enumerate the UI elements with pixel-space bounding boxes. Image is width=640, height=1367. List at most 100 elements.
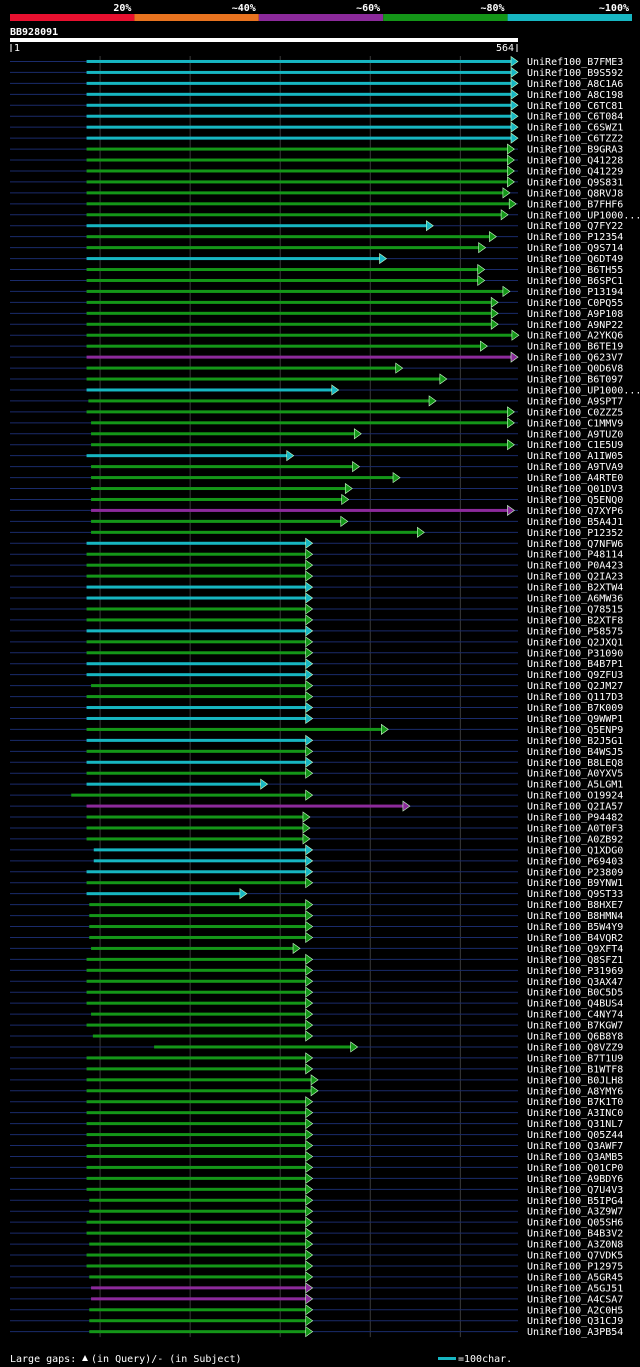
hit-label[interactable]: UniRef100_A3Z0N8: [527, 1240, 623, 1251]
hit-label[interactable]: UniRef100_B6T097: [527, 375, 623, 386]
hit-label[interactable]: UniRef100_B4VQR2: [527, 933, 623, 944]
hit-label[interactable]: UniRef100_P58575: [527, 626, 623, 637]
hit-label[interactable]: UniRef100_Q31CJ9: [527, 1316, 623, 1327]
hit-label[interactable]: UniRef100_Q2JXQ1: [527, 637, 623, 648]
hit-label[interactable]: UniRef100_B8HMN4: [527, 911, 623, 922]
hit-label[interactable]: UniRef100_A9P108: [527, 309, 623, 320]
hit-label[interactable]: UniRef100_A5LGM1: [527, 780, 623, 791]
hit-label[interactable]: UniRef100_Q05Z44: [527, 1130, 623, 1141]
hit-label[interactable]: UniRef100_B5W4Y9: [527, 922, 623, 933]
hit-label[interactable]: UniRef100_B6TH55: [527, 265, 623, 276]
hit-label[interactable]: UniRef100_B7K1T0: [527, 1097, 623, 1108]
hit-label[interactable]: UniRef100_P0A423: [527, 561, 623, 572]
hit-label[interactable]: UniRef100_A8C198: [527, 90, 623, 101]
hit-label[interactable]: UniRef100_Q9XFT4: [527, 944, 623, 955]
hit-label[interactable]: UniRef100_Q3AX47: [527, 977, 623, 988]
hit-label[interactable]: UniRef100_Q9WWP1: [527, 714, 623, 725]
hit-label[interactable]: UniRef100_Q5ENQ0: [527, 495, 623, 506]
hit-label[interactable]: UniRef100_A9TVA9: [527, 462, 623, 473]
hit-label[interactable]: UniRef100_Q1XDG0: [527, 845, 623, 856]
hit-label[interactable]: UniRef100_A8C1A6: [527, 79, 623, 90]
hit-label[interactable]: UniRef100_C6TC81: [527, 101, 623, 112]
hit-label[interactable]: UniRef100_Q05SH6: [527, 1218, 623, 1229]
hit-label[interactable]: UniRef100_A0YXV5: [527, 769, 623, 780]
hit-label[interactable]: UniRef100_Q6DT49: [527, 254, 623, 265]
hit-label[interactable]: UniRef100_C4NY74: [527, 1010, 623, 1021]
hit-label[interactable]: UniRef100_P12975: [527, 1261, 623, 1272]
hit-label[interactable]: UniRef100_Q4BUS4: [527, 999, 623, 1010]
hit-label[interactable]: UniRef100_B5A4J1: [527, 517, 623, 528]
hit-label[interactable]: UniRef100_B4B3V2: [527, 1229, 623, 1240]
hit-label[interactable]: UniRef100_O19924: [527, 791, 623, 802]
hit-label[interactable]: UniRef100_A3INC0: [527, 1108, 623, 1119]
hit-label[interactable]: UniRef100_A0ZB92: [527, 834, 623, 845]
hit-label[interactable]: UniRef100_Q3AMB5: [527, 1152, 623, 1163]
hit-label[interactable]: UniRef100_A3Z9W7: [527, 1207, 623, 1218]
hit-label[interactable]: UniRef100_Q5ENP9: [527, 725, 623, 736]
hit-label[interactable]: UniRef100_B4B7P1: [527, 659, 623, 670]
hit-label[interactable]: UniRef100_C6SWZ1: [527, 123, 623, 134]
hit-label[interactable]: UniRef100_A5GR45: [527, 1272, 623, 1283]
hit-label[interactable]: UniRef100_B5IPG4: [527, 1196, 623, 1207]
hit-label[interactable]: UniRef100_P13194: [527, 287, 623, 298]
hit-label[interactable]: UniRef100_A4RTE0: [527, 473, 623, 484]
hit-label[interactable]: UniRef100_B0C5D5: [527, 988, 623, 999]
hit-label[interactable]: UniRef100_B7KGW7: [527, 1021, 623, 1032]
hit-label[interactable]: UniRef100_Q6B8Y8: [527, 1032, 623, 1043]
hit-label[interactable]: UniRef100_B9YNW1: [527, 878, 623, 889]
hit-label[interactable]: UniRef100_P12352: [527, 528, 623, 539]
hit-label[interactable]: UniRef100_C0ZZZ5: [527, 407, 623, 418]
hit-label[interactable]: UniRef100_A4CSA7: [527, 1294, 623, 1305]
hit-label[interactable]: UniRef100_B2XTW4: [527, 583, 623, 594]
hit-label[interactable]: UniRef100_UP1000...: [527, 385, 640, 396]
hit-label[interactable]: UniRef100_B4WSJ5: [527, 747, 623, 758]
hit-label[interactable]: UniRef100_C1MMV9: [527, 418, 623, 429]
hit-label[interactable]: UniRef100_A6MW36: [527, 594, 623, 605]
hit-label[interactable]: UniRef100_Q41229: [527, 166, 623, 177]
hit-label[interactable]: UniRef100_Q01DV3: [527, 484, 623, 495]
hit-label[interactable]: UniRef100_Q2JM27: [527, 681, 623, 692]
hit-label[interactable]: UniRef100_B7FHF6: [527, 199, 623, 210]
hit-label[interactable]: UniRef100_Q7XYP6: [527, 506, 623, 517]
hit-label[interactable]: UniRef100_Q8SFZ1: [527, 955, 623, 966]
hit-label[interactable]: UniRef100_B7FME3: [527, 57, 623, 68]
hit-label[interactable]: UniRef100_Q2IA57: [527, 802, 623, 813]
hit-label[interactable]: UniRef100_B1WTF8: [527, 1064, 623, 1075]
hit-label[interactable]: UniRef100_Q3AWF7: [527, 1141, 623, 1152]
hit-label[interactable]: UniRef100_P31969: [527, 966, 623, 977]
hit-label[interactable]: UniRef100_P48114: [527, 550, 623, 561]
hit-label[interactable]: UniRef100_P31090: [527, 648, 623, 659]
hit-label[interactable]: UniRef100_Q78515: [527, 604, 623, 615]
hit-label[interactable]: UniRef100_UP1000...: [527, 210, 640, 221]
hit-label[interactable]: UniRef100_P23809: [527, 867, 623, 878]
hit-label[interactable]: UniRef100_C0PQ55: [527, 298, 623, 309]
hit-label[interactable]: UniRef100_B9S592: [527, 68, 623, 79]
hit-label[interactable]: UniRef100_C6TZZ2: [527, 134, 623, 145]
hit-label[interactable]: UniRef100_B7K009: [527, 703, 623, 714]
hit-label[interactable]: UniRef100_B7T1U9: [527, 1053, 623, 1064]
hit-label[interactable]: UniRef100_B9GRA3: [527, 145, 623, 156]
hit-label[interactable]: UniRef100_A3PB54: [527, 1327, 623, 1338]
hit-label[interactable]: UniRef100_Q0D6V8: [527, 364, 623, 375]
hit-label[interactable]: UniRef100_B2J5G1: [527, 736, 623, 747]
hit-label[interactable]: UniRef100_Q9ST33: [527, 889, 623, 900]
hit-label[interactable]: UniRef100_Q41228: [527, 156, 623, 167]
hit-label[interactable]: UniRef100_Q7U4V3: [527, 1185, 623, 1196]
hit-label[interactable]: UniRef100_A9BDY6: [527, 1174, 623, 1185]
hit-label[interactable]: UniRef100_Q7NFW6: [527, 539, 623, 550]
hit-label[interactable]: UniRef100_C1E5U9: [527, 440, 623, 451]
hit-label[interactable]: UniRef100_Q01CP0: [527, 1163, 623, 1174]
hit-label[interactable]: UniRef100_P94482: [527, 813, 623, 824]
hit-label[interactable]: UniRef100_Q117D3: [527, 692, 623, 703]
hit-label[interactable]: UniRef100_B6SPC1: [527, 276, 623, 287]
hit-label[interactable]: UniRef100_Q9S714: [527, 243, 623, 254]
hit-label[interactable]: UniRef100_A2C0H5: [527, 1305, 623, 1316]
hit-label[interactable]: UniRef100_B6TE19: [527, 342, 623, 353]
hit-label[interactable]: UniRef100_Q8RVJ8: [527, 188, 623, 199]
hit-label[interactable]: UniRef100_Q623V7: [527, 353, 623, 364]
hit-label[interactable]: UniRef100_Q9S831: [527, 177, 623, 188]
hit-label[interactable]: UniRef100_B0JLH8: [527, 1075, 623, 1086]
hit-label[interactable]: UniRef100_Q31NL7: [527, 1119, 623, 1130]
hit-label[interactable]: UniRef100_A8YMY6: [527, 1086, 623, 1097]
hit-label[interactable]: UniRef100_A5GJ51: [527, 1283, 623, 1294]
